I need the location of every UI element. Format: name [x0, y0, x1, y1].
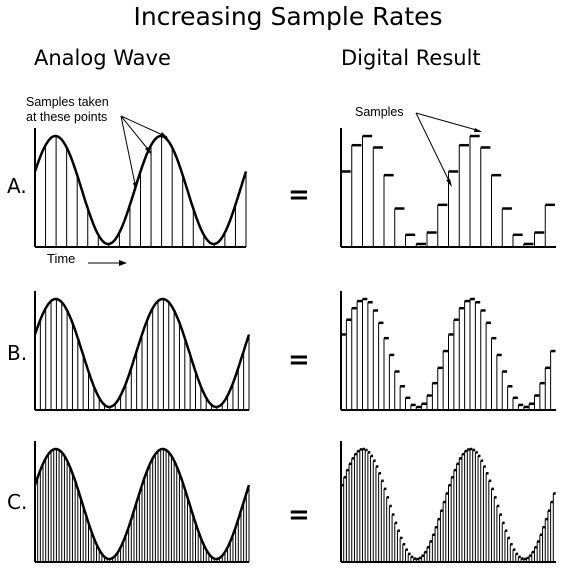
equals-sign-b: =: [288, 345, 310, 375]
row-label-a: A.: [7, 174, 27, 198]
analog-panel-a: [33, 128, 248, 248]
digital-samples-annotation: Samples: [355, 105, 404, 119]
analog-panels: [33, 128, 251, 563]
analog-wave: [33, 134, 248, 246]
row-label-c: C.: [7, 490, 28, 514]
analog-wave: [33, 297, 251, 409]
digital-panel-c: [340, 441, 556, 563]
time-arrow-head: [119, 260, 127, 266]
digital-panel-b: [340, 291, 556, 411]
analog-wave: [33, 447, 251, 561]
digital-panels: [340, 128, 556, 563]
analog-samples-annotation: Samples taken at these points: [26, 95, 109, 124]
digital-panel-a: [340, 128, 556, 248]
row-label-b: B.: [7, 341, 28, 365]
equals-sign-a: =: [288, 180, 310, 210]
digital-column-header: Digital Result: [341, 46, 481, 70]
analog-column-header: Analog Wave: [34, 46, 171, 70]
page-title: Increasing Sample Rates: [133, 2, 443, 31]
analog-panel-c: [33, 441, 251, 563]
time-axis-label: Time: [47, 251, 76, 266]
analog-panel-b: [33, 291, 251, 411]
analog-annotation-pointers: [120, 115, 168, 190]
digital-annotation-pointers: [415, 112, 481, 186]
equals-sign-c: =: [288, 500, 310, 530]
